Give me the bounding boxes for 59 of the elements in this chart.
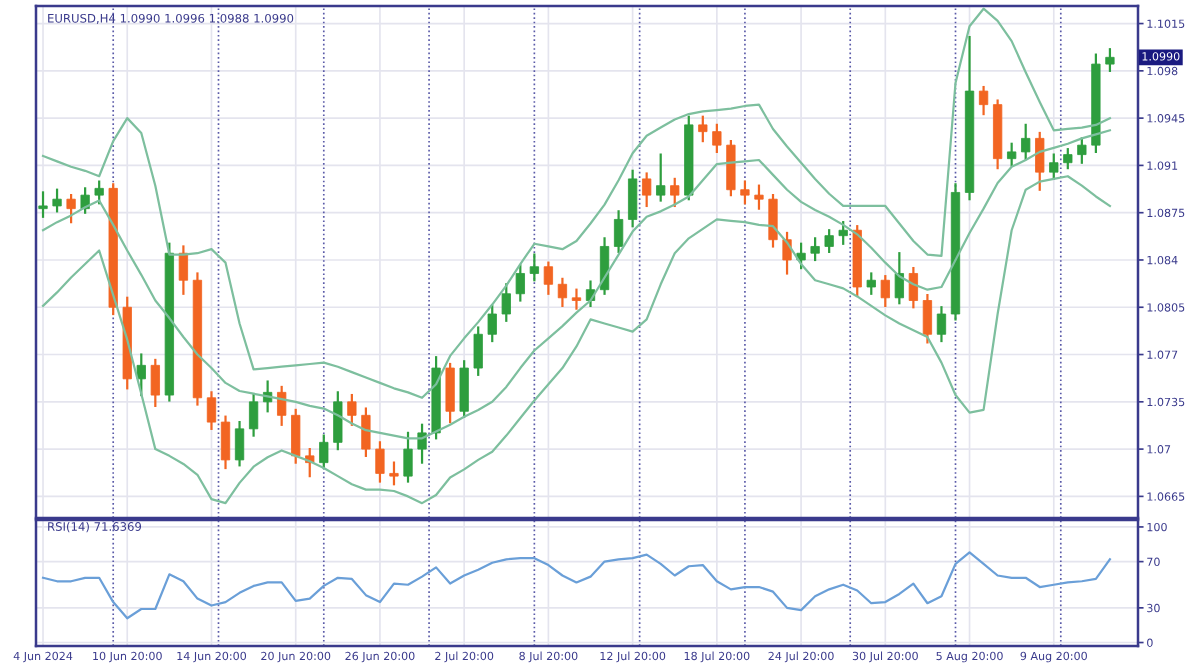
candlestick xyxy=(52,188,62,213)
candlestick xyxy=(557,277,568,308)
candlestick xyxy=(627,169,638,228)
line-series xyxy=(41,175,1112,505)
candlestick xyxy=(670,177,680,208)
candlestick xyxy=(445,362,455,424)
candlestick xyxy=(417,423,427,464)
candlestick xyxy=(866,272,876,295)
candlestick xyxy=(894,252,904,305)
candlestick xyxy=(1021,123,1031,160)
candlestick xyxy=(698,115,708,143)
candlestick xyxy=(613,210,624,253)
candlestick xyxy=(375,441,385,483)
line-series xyxy=(41,551,1112,620)
candlestick xyxy=(234,420,245,467)
candlestick xyxy=(501,283,511,322)
line-series xyxy=(41,7,1112,399)
candlestick xyxy=(1105,48,1115,72)
candlestick xyxy=(515,264,525,302)
candlestick xyxy=(740,180,750,205)
candlestick xyxy=(754,184,764,210)
candlestick xyxy=(459,360,469,418)
candlestick xyxy=(291,408,301,464)
candlestick xyxy=(838,221,848,245)
candlestick xyxy=(810,237,820,262)
candlestick xyxy=(571,288,582,310)
candlestick xyxy=(487,304,497,343)
candlestick xyxy=(1007,142,1017,167)
candlestick xyxy=(277,385,287,426)
candlestick xyxy=(543,261,554,295)
candlestick xyxy=(333,391,343,451)
candlestick xyxy=(361,407,371,457)
candlestick xyxy=(978,85,989,116)
candlestick xyxy=(796,242,806,270)
candlestick xyxy=(880,275,890,308)
candlestick xyxy=(347,393,357,426)
candlestick xyxy=(136,353,146,397)
candlestick xyxy=(150,358,160,407)
candlestick xyxy=(726,139,736,197)
candlestick xyxy=(206,391,217,430)
candlestick xyxy=(1063,148,1073,170)
candlestick xyxy=(1077,137,1087,164)
candlestick xyxy=(389,461,399,486)
candlestick xyxy=(94,180,104,205)
candlestick xyxy=(403,431,413,483)
candlestick xyxy=(1049,153,1059,181)
candlestick xyxy=(1035,131,1045,191)
candlestick xyxy=(656,153,666,202)
candlestick xyxy=(922,293,933,344)
candlestick xyxy=(66,194,76,224)
candlestick xyxy=(768,194,778,248)
candlestick xyxy=(473,326,483,376)
candlestick xyxy=(248,393,259,437)
candlestick xyxy=(712,123,722,154)
candlestick xyxy=(220,415,231,470)
candlestick xyxy=(936,306,947,343)
candlestick xyxy=(642,172,652,208)
candlestick xyxy=(38,191,48,218)
candlestick xyxy=(824,229,834,253)
